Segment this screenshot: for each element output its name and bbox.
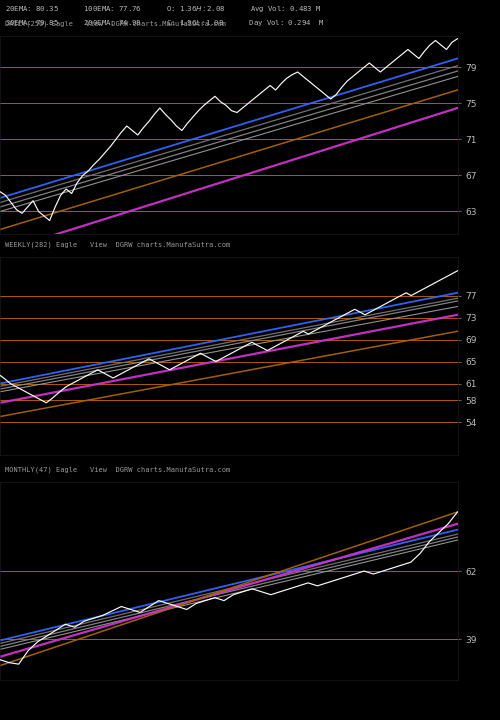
Text: 30EMA: 79.85      200EMA: 74.98      C: $1.96    L: $1.08      Day Vol: 0.294  M: 30EMA: 79.85 200EMA: 74.98 C: $1.96 L: $…: [5, 18, 324, 28]
Text: DAILY(250) Eagle   View  DGRW charts.ManufaSutra.com: DAILY(250) Eagle View DGRW charts.Manufa…: [5, 20, 226, 27]
Text: 20EMA: 80.35      100EMA: 77.76      O: $1.36    H: $2.08      Avg Vol: 0.483 M: 20EMA: 80.35 100EMA: 77.76 O: $1.36 H: $…: [5, 4, 322, 14]
Text: MONTHLY(47) Eagle   View  DGRW charts.ManufaSutra.com: MONTHLY(47) Eagle View DGRW charts.Manuf…: [5, 467, 230, 474]
Text: WEEKLY(282) Eagle   View  DGRW charts.ManufaSutra.com: WEEKLY(282) Eagle View DGRW charts.Manuf…: [5, 241, 230, 248]
